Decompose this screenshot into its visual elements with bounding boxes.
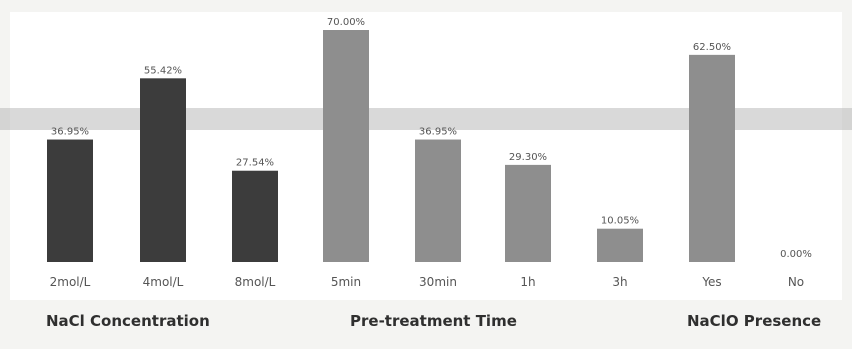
- bars-layer: 36.95% 2mol/L 55.42% 4mol/L 27.54% 8mol/L 70.0…: [47, 17, 812, 289]
- data-label-4mol-l: 55.42%: [144, 65, 182, 76]
- bar-30min: [415, 139, 461, 262]
- group-label-naclo-presence: NaClO Presence: [687, 312, 822, 330]
- tick-label-2mol-l: 2mol/L: [50, 275, 91, 289]
- bar-3h: [597, 228, 643, 262]
- tick-label-1h: 1h: [520, 275, 535, 289]
- bar-yes: [689, 54, 735, 262]
- tick-label-5min: 5min: [331, 275, 361, 289]
- scan-band: [0, 108, 852, 130]
- tick-label-30min: 30min: [419, 275, 457, 289]
- group-label-pre-treatment-time: Pre-treatment Time: [350, 312, 517, 330]
- bar-8mol-l: [232, 170, 278, 262]
- data-label-3h: 10.05%: [601, 216, 639, 227]
- tick-label-no: No: [788, 275, 804, 289]
- data-label-5min: 70.00%: [327, 17, 365, 28]
- group-label-nacl-concentration: NaCl Concentration: [46, 312, 210, 330]
- bar-2mol-l: [47, 139, 93, 262]
- bar-1h: [505, 164, 551, 262]
- tick-label-yes: Yes: [701, 275, 721, 289]
- data-label-30min: 36.95%: [419, 127, 457, 138]
- tick-label-4mol-l: 4mol/L: [143, 275, 184, 289]
- tick-label-8mol-l: 8mol/L: [235, 275, 276, 289]
- data-label-8mol-l: 27.54%: [236, 158, 274, 169]
- tick-label-3h: 3h: [612, 275, 627, 289]
- data-label-yes: 62.50%: [693, 42, 731, 53]
- data-label-1h: 29.30%: [509, 152, 547, 163]
- bar-4mol-l: [140, 78, 186, 262]
- data-label-no: 0.00%: [780, 249, 812, 260]
- bar-5min: [323, 30, 369, 262]
- data-label-2mol-l: 36.95%: [51, 127, 89, 138]
